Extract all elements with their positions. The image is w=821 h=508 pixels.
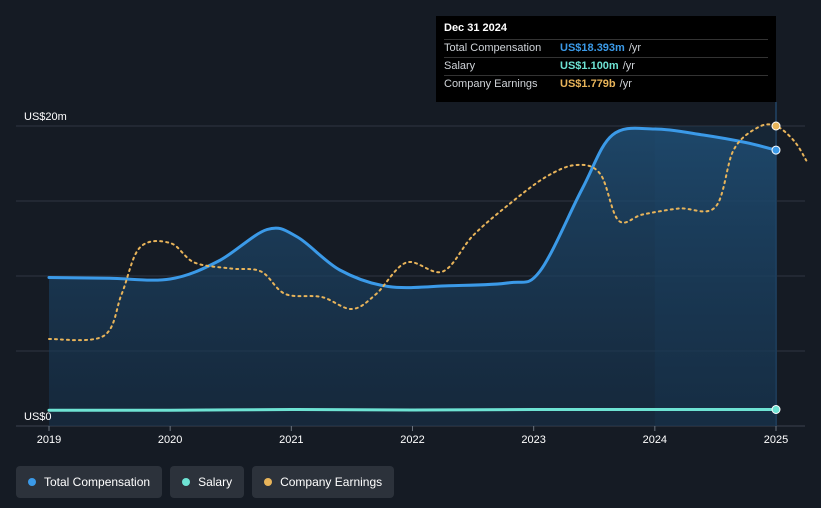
tooltip-label: Company Earnings bbox=[444, 78, 538, 90]
company-earnings-marker bbox=[771, 121, 781, 131]
tooltip-label: Salary bbox=[444, 60, 476, 72]
legend-item-company-earnings[interactable]: Company Earnings bbox=[252, 466, 395, 498]
tooltip-value: US$18.393m bbox=[560, 42, 625, 54]
tooltip-unit: /yr bbox=[619, 78, 632, 90]
legend-dot-icon bbox=[28, 478, 36, 486]
tooltip-label: Total Compensation bbox=[444, 42, 542, 54]
legend-label: Company Earnings bbox=[280, 475, 383, 489]
legend-label: Total Compensation bbox=[44, 475, 151, 489]
tooltip-row-company-earnings: Company Earnings US$1.779b /yr bbox=[444, 75, 768, 93]
compensation-chart: 2019 2020 2021 2022 2023 2024 2025 US$20m US$0 bbox=[16, 102, 808, 446]
tooltip-unit: /yr bbox=[628, 42, 642, 54]
total-compensation-area bbox=[49, 128, 776, 426]
x-tick-label: 2023 bbox=[521, 434, 545, 446]
legend: Total Compensation Salary Company Earnin… bbox=[16, 466, 395, 498]
tooltip-row-total-compensation: Total Compensation US$18.393m /yr bbox=[444, 39, 768, 57]
y-tick-label: US$0 bbox=[24, 411, 52, 423]
legend-item-total-compensation[interactable]: Total Compensation bbox=[16, 466, 163, 498]
legend-dot-icon bbox=[182, 478, 191, 486]
x-tick-label: 2019 bbox=[37, 434, 61, 446]
tooltip-unit: /yr bbox=[622, 60, 635, 72]
x-tick-label: 2024 bbox=[643, 434, 667, 446]
company-earnings-line bbox=[48, 123, 808, 342]
tooltip-date: Dec 31 2024 bbox=[444, 22, 507, 34]
tooltip-value: US$1.779b bbox=[560, 78, 616, 90]
x-tick-label: 2020 bbox=[158, 434, 182, 446]
salary-line bbox=[47, 407, 778, 412]
total-compensation-marker bbox=[771, 145, 781, 155]
tooltip: Dec 31 2024 Total Compensation US$18.393… bbox=[436, 16, 776, 102]
x-tick-label: 2025 bbox=[764, 434, 788, 446]
x-tick-label: 2021 bbox=[279, 434, 303, 446]
legend-label: Salary bbox=[198, 475, 233, 489]
legend-dot-icon bbox=[264, 478, 273, 486]
legend-item-salary[interactable]: Salary bbox=[170, 466, 245, 498]
x-tick-label: 2022 bbox=[400, 434, 424, 446]
tooltip-row-salary: Salary US$1.100m /yr bbox=[444, 57, 768, 75]
y-tick-label: US$20m bbox=[24, 111, 67, 123]
salary-marker bbox=[771, 405, 781, 414]
total-compensation-line bbox=[47, 126, 778, 290]
tooltip-value: US$1.100m bbox=[560, 60, 619, 72]
